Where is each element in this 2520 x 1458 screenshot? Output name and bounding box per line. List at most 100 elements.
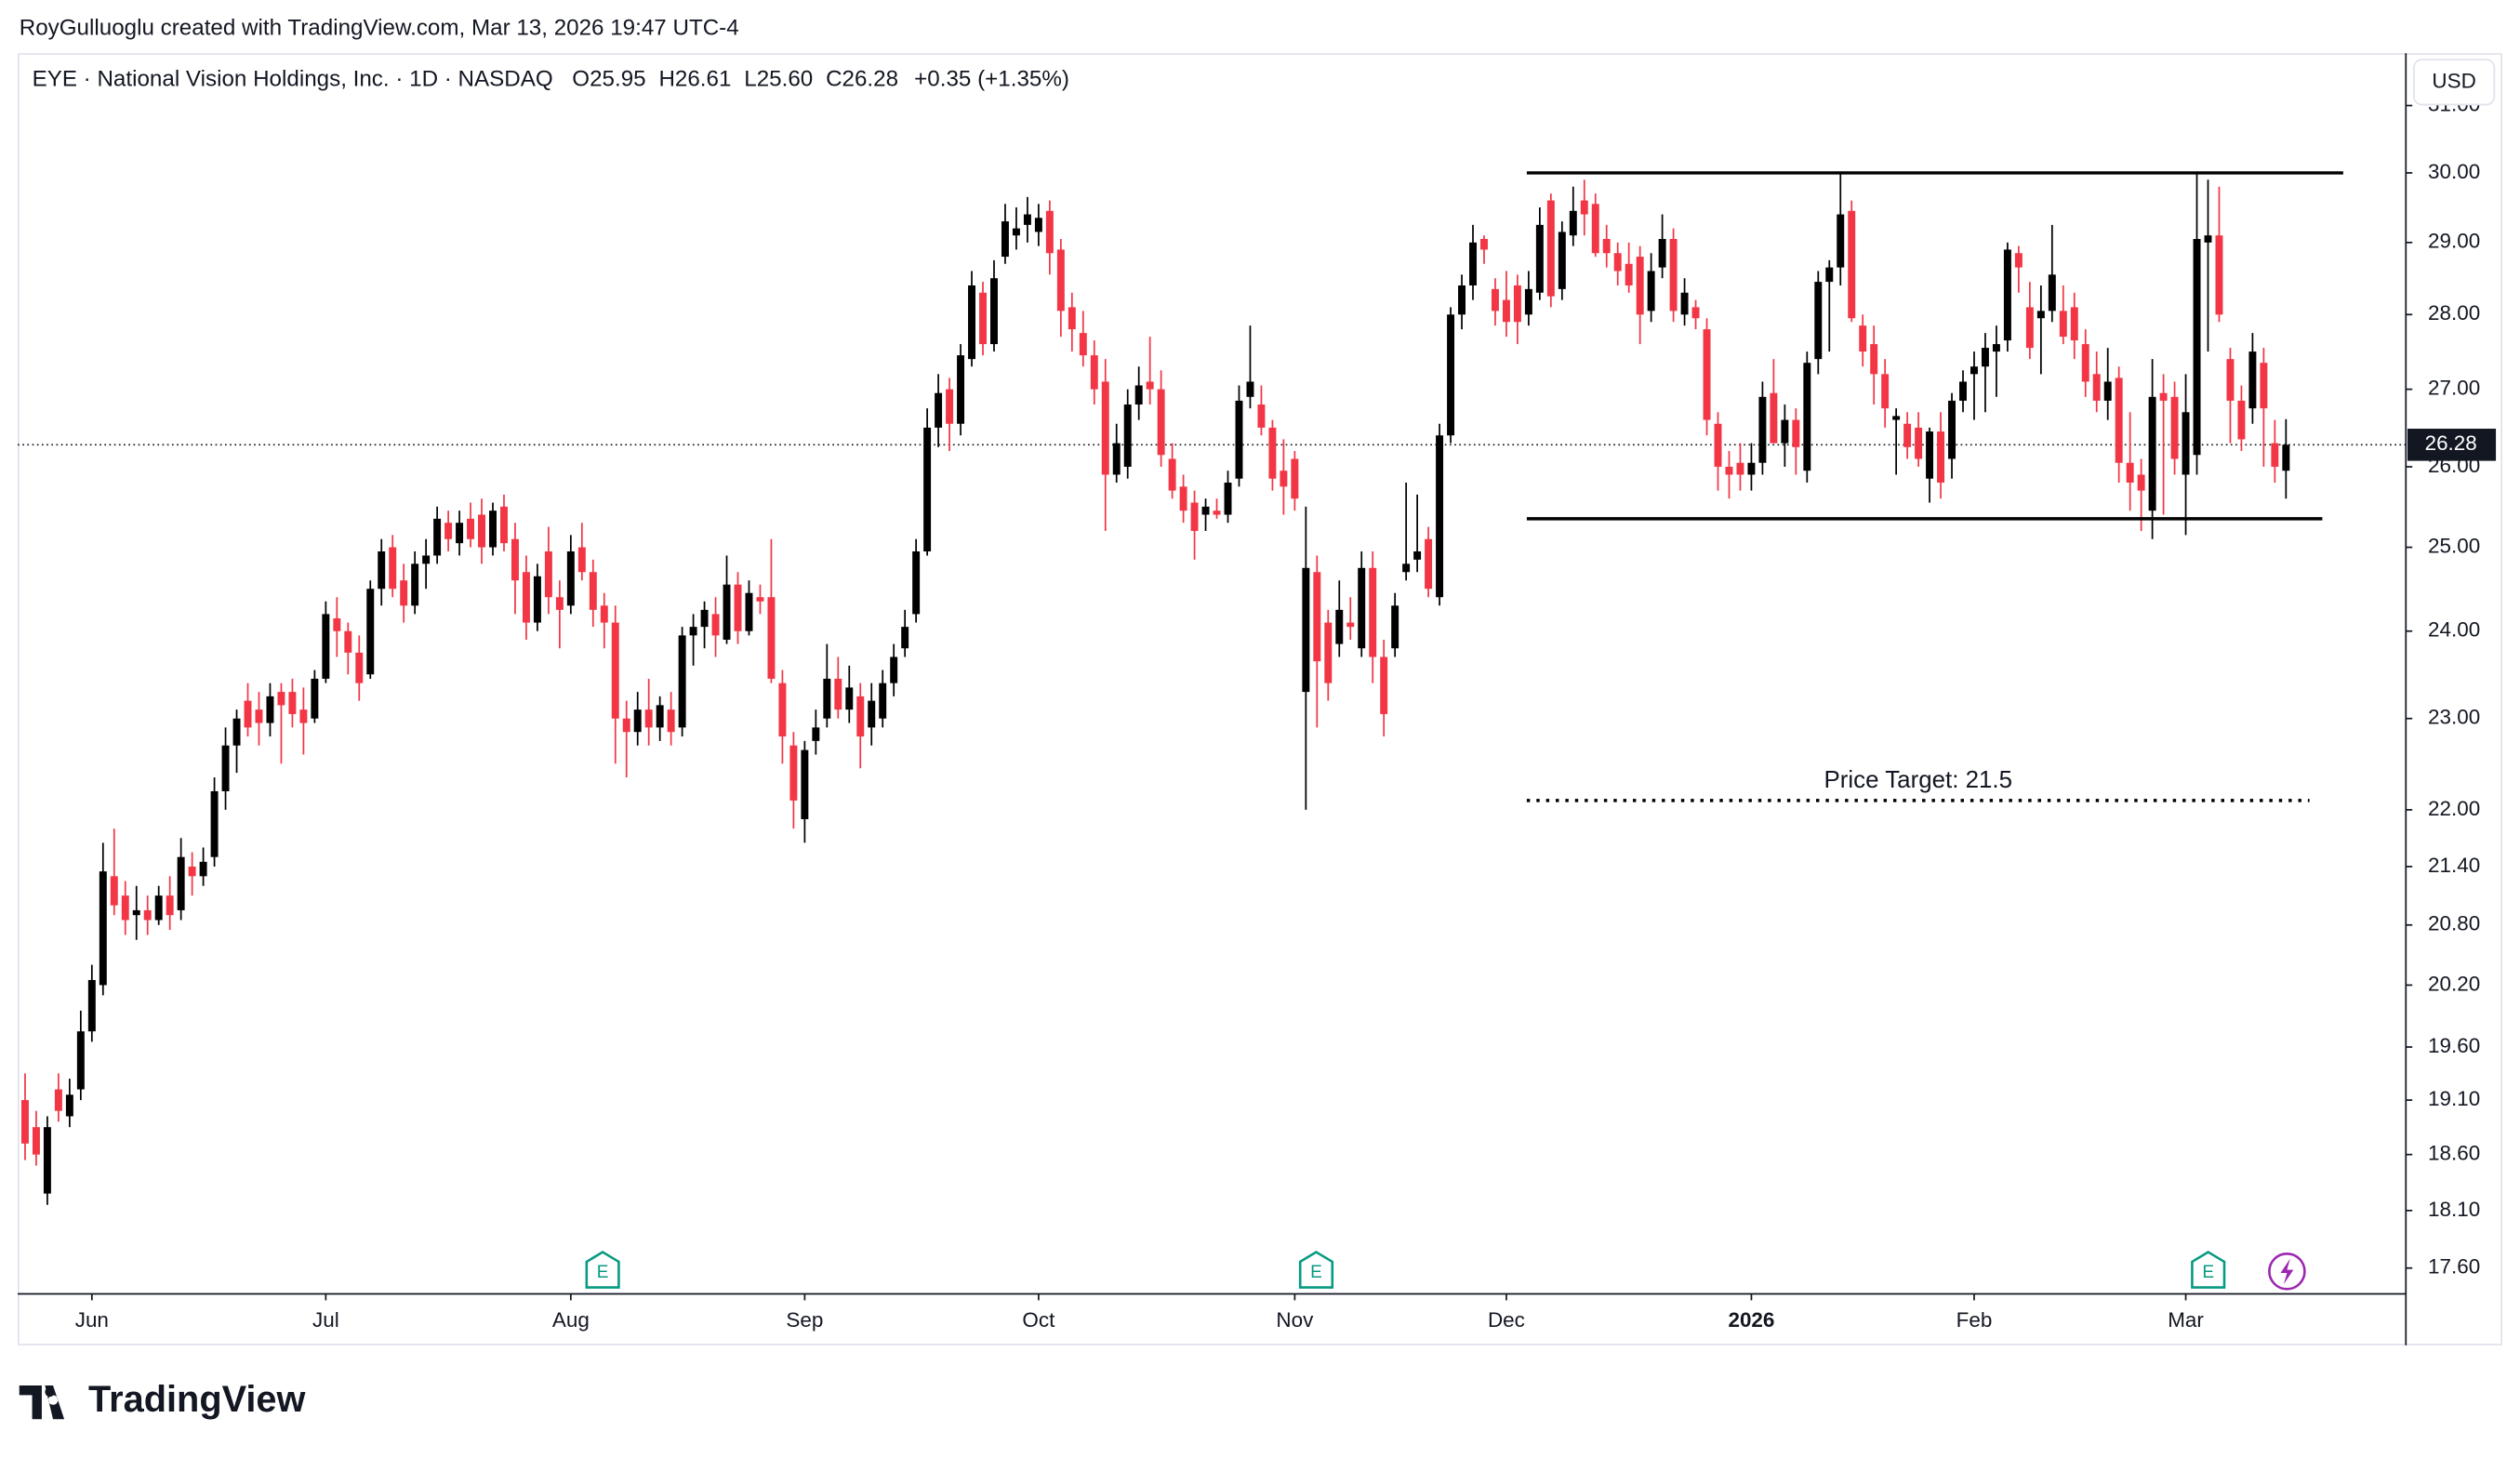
change: +0.35 (+1.35%) [914,67,1069,92]
earnings-marker[interactable]: E [2191,1251,2226,1289]
candle-body [1513,285,1521,323]
candle-body [1425,538,1433,590]
candle-body [1714,423,1722,467]
symbol-title: EYE · National Vision Holdings, Inc. · 1… [33,67,553,92]
candle-body [1313,572,1321,662]
candle-body [1324,622,1333,683]
candle-body [700,609,709,628]
candle-body [1079,333,1087,356]
currency-box[interactable] [2413,59,2496,106]
candle-body [366,589,375,675]
candle-body [845,687,854,710]
candle-body [143,909,152,921]
candle-body [1691,307,1700,319]
earnings-label: E [597,1263,609,1282]
candle-body [1045,210,1054,254]
candle-body [2137,474,2145,491]
candle-body [1168,458,1176,491]
candle-body [500,506,508,544]
annotation-label: Price Target: 21.5 [1824,767,2012,793]
candle-body [177,856,185,910]
x-tick-label: Dec [1488,1308,1525,1332]
candle-body [2204,235,2212,243]
candle-body [644,709,653,728]
ohlc-value: 25.95 [590,67,646,92]
candle-body [1535,224,1544,293]
candle-body [1647,271,1655,311]
attribution: RoyGulluoglu created with TradingView.co… [20,16,739,41]
candle-body [1981,348,1989,367]
candle-body [1613,253,1622,272]
candle-body [266,696,274,723]
ohlc-value: 26.28 [842,67,899,92]
candle-body [1915,427,1923,459]
candle-body [1937,431,1945,484]
candle-body [1837,214,1845,268]
candle-body [979,292,987,345]
candle-body [2059,311,2067,338]
candle-body [1235,400,1243,479]
candle-body [589,572,597,610]
y-tick-label: 21.40 [2428,854,2480,877]
x-tick-label: 2026 [1728,1308,1774,1332]
candle-body [778,683,787,737]
candle-body [1179,486,1187,511]
candle-body [1992,344,2000,352]
candle-body [166,895,174,916]
candle-body [1803,363,1811,471]
candle-body [244,700,252,728]
candle-body [378,551,386,590]
candle-body [1580,200,1588,215]
event-marker[interactable] [2268,1252,2306,1291]
earnings-marker[interactable]: E [585,1251,620,1289]
candle-body [433,518,442,556]
candle-body [801,749,809,819]
candle-body [1758,396,1767,463]
candle-body [1848,210,1856,319]
candle-body [1246,381,1254,397]
candle-body [1558,232,1566,289]
candle-body [99,871,107,986]
earnings-marker[interactable]: E [1298,1251,1334,1289]
y-tick-label: 23.00 [2428,706,2480,729]
candle-body [87,979,96,1032]
candle-body [723,584,731,640]
candle-body [789,745,798,801]
candle-body [1747,462,1756,475]
candle-body [767,597,776,679]
candle-body [311,678,319,719]
candle-body [1859,325,1867,352]
y-tick-label: 19.10 [2428,1087,2480,1110]
earnings-label: E [1310,1263,1322,1282]
candle-body [2103,381,2112,401]
candle-body [1346,622,1355,628]
candle-body [1090,355,1098,390]
candle-body [1001,221,1009,258]
chart-frame [18,53,2502,1345]
ohlc-key: C [826,67,842,92]
candle-body [1123,404,1132,467]
candle-body [2170,396,2179,459]
candle-body [288,692,297,714]
candle-body [823,678,831,719]
x-tick-label: Nov [1276,1308,1314,1332]
candle-body [2092,374,2101,401]
symbol-legend: EYE · National Vision Holdings, Inc. · 1… [33,67,1069,92]
candle-body [1903,423,1912,447]
y-tick-label: 27.00 [2428,377,2480,400]
candle-body [65,1094,73,1117]
candle-body [1926,431,1934,479]
candle-body [1056,249,1065,311]
candle-body [1224,483,1232,515]
candle-body [656,705,664,728]
currency[interactable]: USD [2432,69,2475,92]
candle-body [2115,378,2123,463]
candle-body [1881,374,1890,409]
ohlc-key: H [658,67,674,92]
x-tick-label: Aug [552,1308,590,1332]
candle-body [1380,656,1388,714]
candle-body [555,597,564,610]
y-tick-label: 24.00 [2428,618,2480,642]
